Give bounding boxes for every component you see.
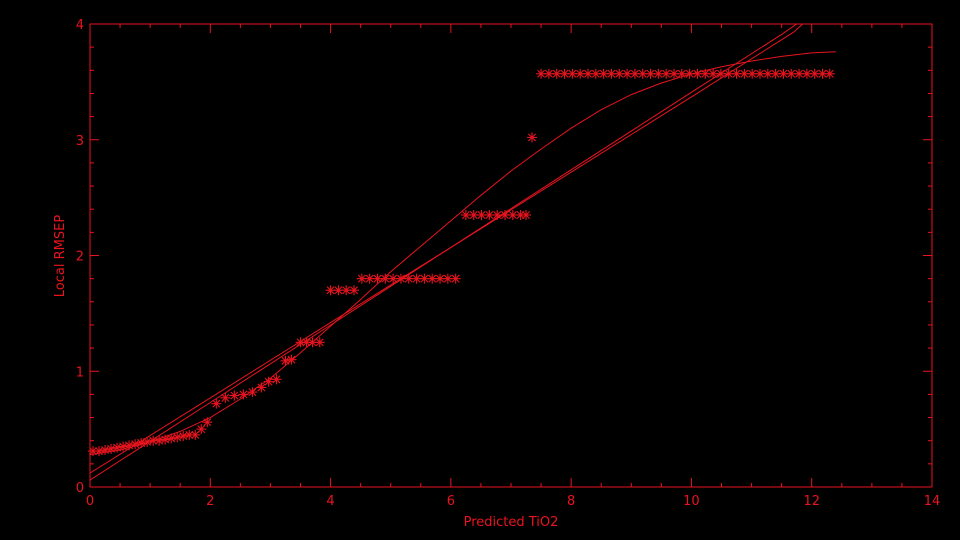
asterisk-point	[349, 285, 360, 296]
x-tick-label: 14	[924, 494, 941, 509]
asterisk-point	[196, 424, 207, 435]
x-ticks: 0 2 4 6 8 10 12 14	[86, 24, 940, 509]
asterisk-point	[536, 68, 547, 79]
asterisk-point	[271, 374, 282, 385]
x-tick-label: 4	[326, 494, 334, 509]
asterisk-point	[551, 68, 562, 79]
asterisk-point	[794, 68, 805, 79]
asterisk-point	[653, 68, 664, 79]
x-axis-title: Predicted TiO2	[464, 515, 559, 530]
y-ticks: 0 1 2 3 4	[76, 18, 932, 496]
asterisk-point	[824, 68, 835, 79]
asterisk-point	[100, 444, 111, 455]
x-tick-label: 10	[683, 494, 700, 509]
fit-line-3	[90, 51, 836, 456]
asterisk-point	[314, 337, 325, 348]
asterisk-point	[442, 273, 453, 284]
asterisk-point	[220, 392, 231, 403]
series-layer	[88, 24, 836, 481]
y-tick-label: 3	[76, 134, 84, 149]
y-tick-label: 0	[76, 481, 84, 496]
x-tick-label: 2	[206, 494, 214, 509]
x-tick-label: 8	[567, 494, 575, 509]
x-tick-label: 6	[447, 494, 455, 509]
asterisk-point	[521, 209, 532, 220]
asterisk-point	[567, 68, 578, 79]
y-tick-label: 2	[76, 250, 84, 265]
fit-line-1	[90, 24, 804, 474]
asterisk-point	[229, 390, 240, 401]
x-tick-label: 12	[803, 494, 820, 509]
asterisk-point	[460, 209, 471, 220]
asterisk-point	[263, 376, 274, 387]
asterisk-point	[645, 68, 656, 79]
x-tick-label: 0	[86, 494, 94, 509]
fit-line-2	[90, 24, 797, 481]
y-tick-label: 1	[76, 365, 84, 380]
y-tick-label: 4	[76, 18, 84, 33]
asterisk-point	[527, 132, 538, 143]
asterisk-point	[211, 398, 222, 409]
asterisk-point	[178, 431, 189, 442]
asterisk-point	[590, 68, 601, 79]
asterisk-point	[247, 387, 258, 398]
asterisk-point	[450, 273, 461, 284]
asterisk-point	[559, 68, 570, 79]
asterisk-point	[598, 68, 609, 79]
y-axis-title: Local RMSEP	[53, 215, 68, 298]
asterisk-point	[731, 68, 742, 79]
